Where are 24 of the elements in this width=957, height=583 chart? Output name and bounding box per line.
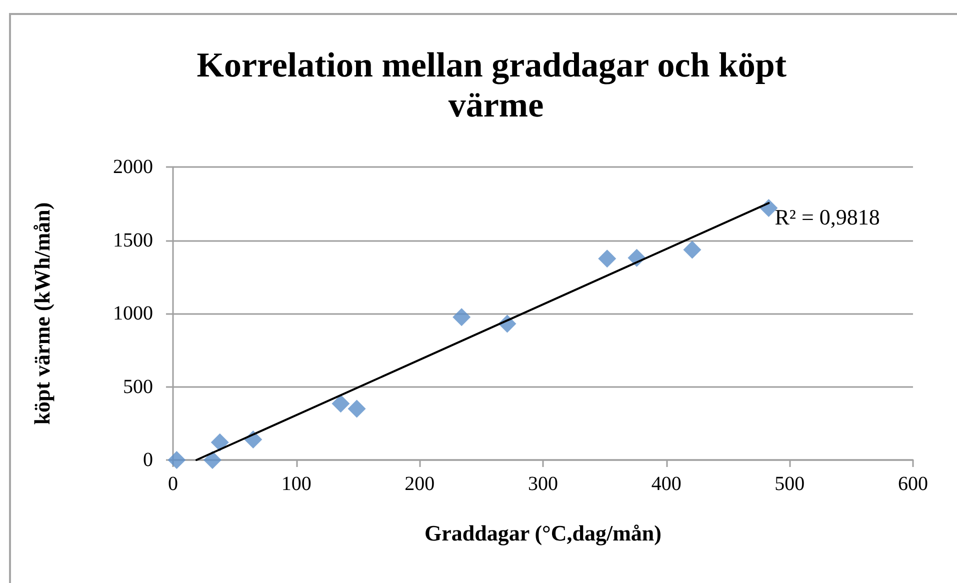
annotation: R² = 0,9818 (774, 204, 880, 230)
point (203, 451, 222, 469)
y-tick-label: 2000 (113, 156, 153, 178)
point (210, 433, 229, 452)
x-tick-label: 300 (528, 473, 558, 495)
point (168, 451, 186, 469)
y-tick-label: 1000 (113, 302, 153, 324)
chart-title: Korrelation mellan graddagar och köpt värme (196, 46, 796, 124)
y-tick-label: 1500 (113, 229, 153, 252)
x-tick-label: 400 (651, 473, 682, 495)
x-tick-label: 600 (898, 473, 928, 495)
y-tick-label: 500 (123, 376, 153, 398)
x-tick-label: 500 (774, 473, 805, 495)
x-tick-label: 200 (404, 473, 435, 495)
point (452, 308, 471, 326)
y-axis-title: köpt värme (kWh/mån) (30, 202, 54, 425)
x-axis-title: Graddagar (°C,dag/mån) (424, 520, 662, 546)
point (348, 400, 366, 418)
x-tick-label: 0 (168, 473, 178, 495)
point (332, 394, 350, 413)
point (683, 240, 702, 259)
y-tick-label: 0 (143, 449, 153, 471)
x-tick-label: 100 (281, 473, 312, 495)
point (598, 250, 616, 268)
